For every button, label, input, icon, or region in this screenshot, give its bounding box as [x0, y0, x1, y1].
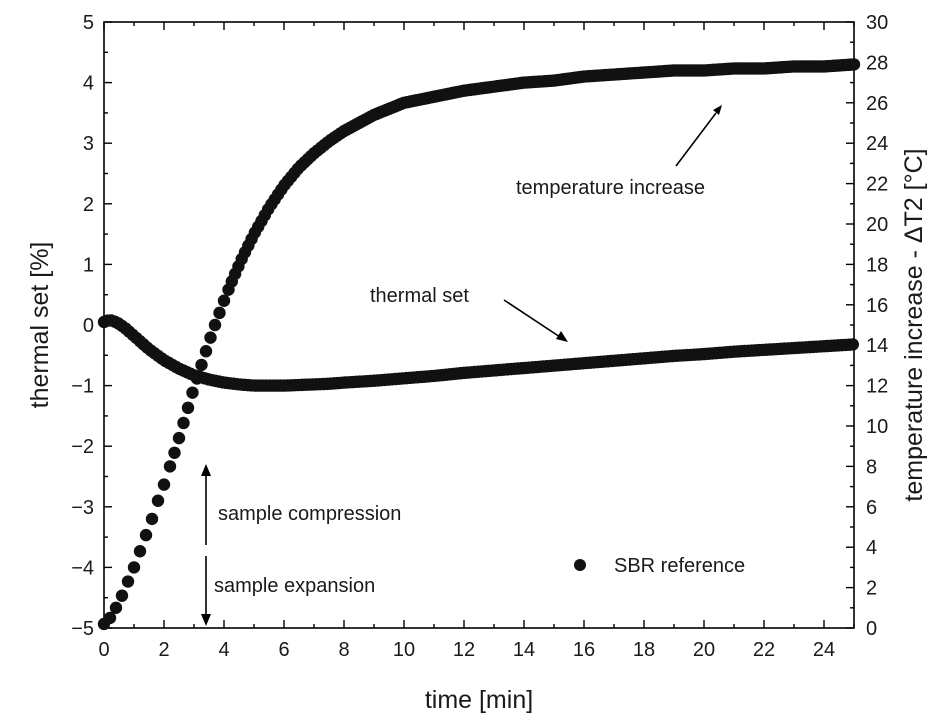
temperature-increase-point: [213, 306, 226, 320]
annotation-temperature-increase-arrow: [675, 112, 717, 167]
temperature-increase-point: [163, 460, 177, 473]
temperature-increase-point: [121, 575, 135, 588]
y2-tick-label: 24: [866, 133, 888, 155]
y2-tick-label: 30: [866, 12, 888, 34]
temperature-increase-point: [190, 372, 204, 385]
y2-tick-label: 14: [866, 335, 888, 357]
series-temperature-increase: [97, 58, 861, 631]
y-tick-label: 3: [83, 133, 94, 155]
y-tick-label: 0: [83, 315, 94, 337]
y-tick-label: 5: [83, 12, 94, 34]
x-axis-title: time [min]: [425, 686, 533, 714]
temperature-increase-point: [145, 512, 159, 526]
y2-tick-label: 12: [866, 376, 888, 398]
temperature-increase-point: [103, 611, 117, 625]
legend-label: SBR reference: [614, 555, 745, 577]
x-tick-label: 8: [338, 639, 349, 661]
annotation-thermal-set: thermal set: [370, 285, 568, 342]
y2-tick-label: 10: [866, 416, 888, 438]
x-tick-label: 2: [158, 639, 169, 661]
y-tick-label: 4: [83, 73, 94, 95]
y2-tick-label: 4: [866, 537, 877, 559]
annotation-temperature-increase: temperature increase: [516, 105, 722, 199]
y-axis-title: thermal set [%]: [26, 242, 54, 409]
x-tick-label: 10: [393, 639, 415, 661]
thermal-set-point: [846, 338, 859, 351]
y2-tick-label: 8: [866, 456, 877, 478]
y2-tick-label: 28: [866, 52, 888, 74]
axis-ticks: 0 2 4 6 8 10 12 14 16 18 20 22 24−5−4−3−2−1012345024…: [71, 12, 888, 661]
temperature-increase-point: [195, 358, 208, 372]
x-tick-label: 14: [513, 639, 535, 661]
temperature-increase-point: [127, 561, 141, 574]
y-tick-label: −5: [71, 618, 94, 640]
y2-tick-label: 26: [866, 93, 888, 115]
y-tick-label: −4: [71, 557, 94, 579]
temperature-increase-point: [217, 294, 231, 307]
y2-tick-label: 2: [866, 578, 877, 600]
annotation-sample-compression-label: sample compression: [218, 503, 401, 525]
x-tick-label: 18: [633, 639, 655, 661]
y-tick-label: 2: [83, 194, 94, 216]
x-tick-label: 12: [453, 639, 475, 661]
x-tick-label: 16: [573, 639, 595, 661]
temperature-increase-point: [204, 331, 217, 344]
x-tick-label: 4: [218, 639, 229, 661]
y2-tick-label: 16: [866, 295, 888, 317]
temperature-increase-point: [186, 386, 199, 399]
temperature-increase-point: [847, 58, 861, 71]
annotation-thermal-set-arrowhead: [556, 331, 568, 342]
temperature-increase-point: [208, 318, 222, 332]
annotation-sample-expansion-label: sample expansion: [214, 575, 375, 597]
legend: SBR reference: [574, 555, 745, 577]
x-tick-label: 24: [813, 639, 835, 661]
temperature-increase-point: [181, 401, 195, 415]
x-tick-label: 20: [693, 639, 715, 661]
y-tick-label: 1: [83, 254, 94, 276]
temperature-increase-point: [133, 545, 147, 558]
y2-axis-title: temperature increase - ΔT2 [°C]: [900, 148, 928, 501]
annotation-temperature-increase-arrowhead: [713, 105, 722, 115]
y2-tick-label: 0: [866, 618, 877, 640]
temperature-increase-point: [109, 601, 123, 614]
annotation-sample-expansion: sample expansion: [201, 556, 375, 626]
y2-tick-label: 20: [866, 214, 888, 236]
legend-marker: [574, 559, 586, 571]
y2-tick-label: 6: [866, 497, 877, 519]
y2-tick-label: 22: [866, 174, 888, 196]
compression-arrowhead: [201, 464, 211, 476]
annotation-thermal-set-arrow: [503, 299, 561, 338]
temperature-increase-point: [199, 345, 213, 358]
temperature-increase-point: [177, 416, 190, 430]
temperature-increase-point: [151, 494, 165, 507]
y-tick-label: −3: [71, 497, 94, 519]
annotation-temperature-increase-label: temperature increase: [516, 177, 705, 199]
expansion-arrowhead: [201, 614, 211, 626]
y-tick-label: −1: [71, 376, 94, 398]
annotation-thermal-set-label: thermal set: [370, 285, 469, 307]
x-tick-label: 6: [278, 639, 289, 661]
temperature-increase-point: [168, 446, 181, 459]
x-tick-label: 22: [753, 639, 775, 661]
temperature-increase-point: [157, 478, 171, 491]
temperature-increase-point: [139, 528, 153, 542]
x-tick-label: 0: [98, 639, 109, 661]
annotation-sample-compression: sample compression: [201, 464, 401, 545]
temperature-increase-point: [172, 431, 186, 445]
y2-tick-label: 18: [866, 254, 888, 276]
y-tick-label: −2: [71, 436, 94, 458]
temperature-increase-point: [115, 589, 129, 602]
